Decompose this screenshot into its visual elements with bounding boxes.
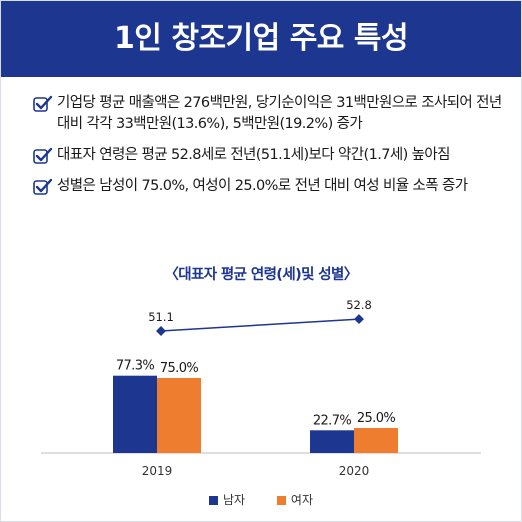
bar-male-2019 (113, 375, 157, 453)
age-point-2019 (156, 326, 166, 336)
checkmark-icon (33, 147, 53, 164)
checkmark-icon (33, 95, 53, 112)
bar-female-2020 (354, 428, 398, 453)
age-series-line (160, 318, 360, 332)
data-label-male-2019: 77.3% (116, 359, 155, 374)
bullet-text: 성별은 남성이 75.0%, 여성이 25.0%로 전년 대비 여성 비율 소폭… (57, 178, 468, 194)
data-label-female-2019: 75.0% (160, 361, 199, 376)
bullet-item: 성별은 남성이 75.0%, 여성이 25.0%로 전년 대비 여성 비율 소폭… (33, 176, 511, 197)
legend-label-male: 남자 (222, 493, 246, 507)
page-title: 1인 창조기업 주요 특성 (1, 1, 521, 77)
legend-swatch-female (276, 496, 286, 505)
chart-plot: 77.3% 22.7% 75.0% 25.0% 2019 2020 51.1 52.8 (41, 298, 481, 478)
bar-female-2019 (157, 378, 201, 453)
legend-item-male: 남자 (208, 491, 246, 508)
bullet-text: 기업당 평균 매출액은 276백만원, 당기순이익은 31백만원으로 조사되어 … (57, 95, 502, 132)
age-label-2019: 51.1 (148, 310, 174, 324)
legend-swatch-male (208, 496, 218, 505)
chart-title: 〈대표자 평균 연령(세)및 성별〉 (164, 267, 358, 283)
chart-legend: 남자 여자 (1, 491, 521, 508)
bullet-item: 기업당 평균 매출액은 276백만원, 당기순이익은 31백만원으로 조사되어 … (33, 93, 511, 135)
data-label-female-2020: 25.0% (357, 411, 396, 426)
bullet-item: 대표자 연령은 평균 52.8세로 전년(51.1세)보다 약간(1.7세) 높… (33, 145, 511, 166)
checkmark-icon (33, 178, 53, 195)
legend-label-female: 여자 (290, 493, 313, 507)
bar-male-2020 (310, 430, 354, 453)
age-point-2020 (354, 314, 364, 325)
data-label-male-2020: 22.7% (313, 413, 352, 428)
x-tick-label-2019: 2019 (142, 464, 173, 478)
x-tick-label-2020: 2020 (339, 464, 370, 478)
bullet-list: 기업당 평균 매출액은 276백만원, 당기순이익은 31백만원으로 조사되어 … (33, 93, 511, 207)
legend-item-female: 여자 (276, 491, 313, 508)
bullet-text: 대표자 연령은 평균 52.8세로 전년(51.1세)보다 약간(1.7세) 높… (57, 147, 450, 163)
age-label-2020: 52.8 (346, 298, 372, 312)
